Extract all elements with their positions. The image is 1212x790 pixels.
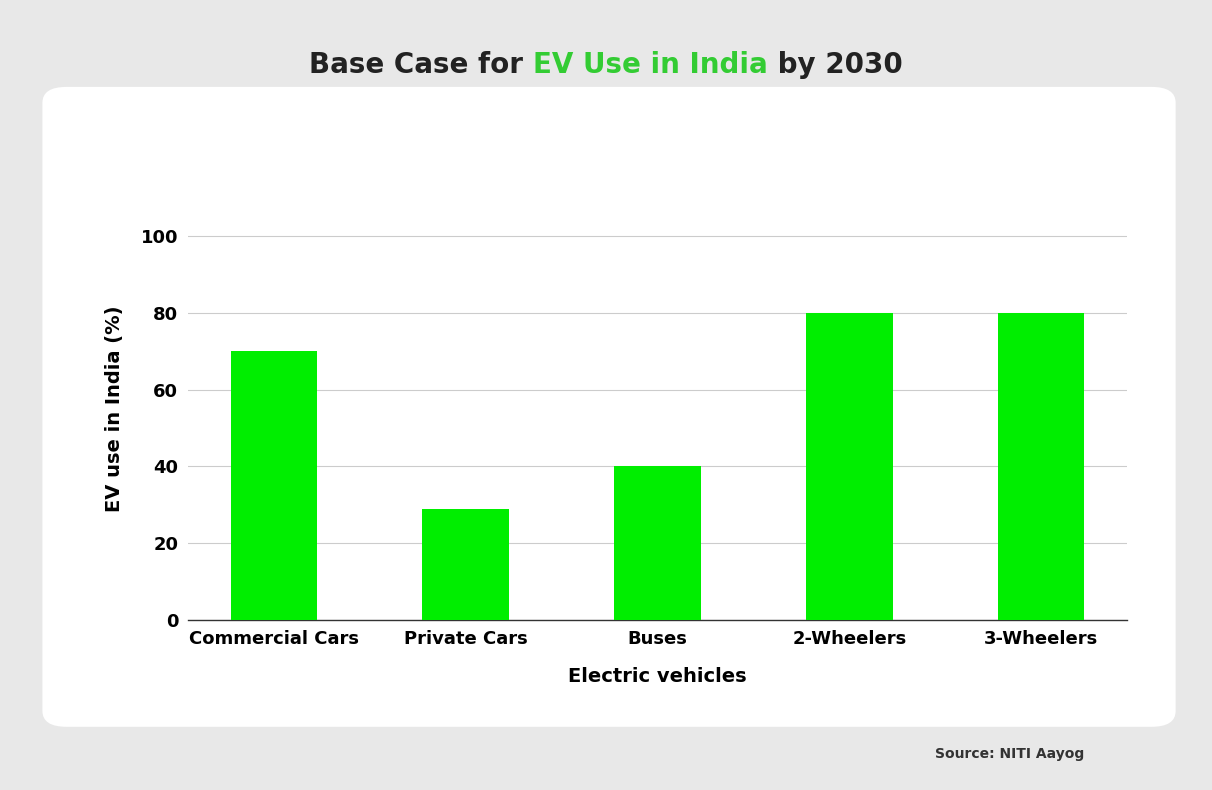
Bar [230,352,316,620]
Bar [999,313,1085,620]
Y-axis label: EV use in India (%): EV use in India (%) [105,306,124,512]
Bar [806,313,892,620]
Text: by 2030: by 2030 [768,51,903,79]
Bar [423,509,509,620]
Text: Source: NITI Aayog: Source: NITI Aayog [936,747,1085,762]
X-axis label: Electric vehicles: Electric vehicles [568,668,747,687]
Bar [614,466,701,620]
Text: Base Case for: Base Case for [309,51,533,79]
Text: EV Use in India: EV Use in India [533,51,768,79]
